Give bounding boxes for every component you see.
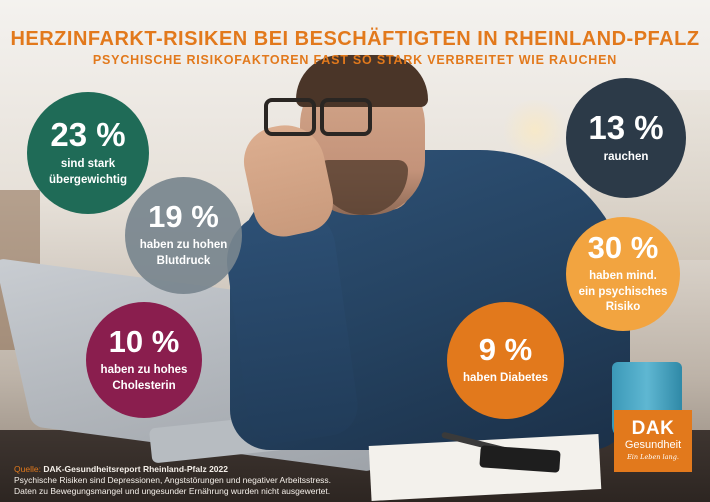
stat-bubble-smoking: 13 % rauchen [566,78,686,198]
logo-tagline: Ein Leben lang. [627,453,679,461]
logo-brand: DAK [631,418,675,439]
stat-value: 13 % [588,108,664,146]
dak-logo: DAK Gesundheit Ein Leben lang. [614,410,692,472]
stat-label: haben zu hohen Blutdruck [139,239,228,267]
stat-value: 19 % [148,199,219,235]
source-note-line: Daten zu Bewegungsmangel und ungesunder … [14,486,331,497]
stat-value: 23 % [50,115,126,153]
stat-bubble-overweight: 23 % sind stark übergewichtig [27,92,149,214]
stat-bubble-cholesterol: 10 % haben zu hohes Cholesterin [86,302,202,418]
source-title: DAK-Gesundheitsreport Rheinland-Pfalz 20… [43,464,228,474]
stat-bubble-psychological-risk: 30 % haben mind. ein psychisches Risiko [566,217,680,331]
stat-label: sind stark übergewichtig [49,157,127,186]
logo-brand-sub: Gesundheit [624,439,682,451]
stat-value: 30 % [587,230,659,266]
stat-label: rauchen [603,150,649,163]
stat-bubble-diabetes: 9 % haben Diabetes [447,302,564,419]
page-subtitle: PSYCHISCHE RISIKOFAKTOREN FAST SO STARK … [92,53,618,67]
stat-label: haben mind. ein psychisches Risiko [578,270,668,314]
stat-value: 9 % [478,332,533,368]
stat-label: haben zu hohes Cholesterin [100,363,188,392]
source-note: Quelle: DAK-Gesundheitsreport Rheinland-… [14,464,434,497]
stat-bubble-blood-pressure: 19 % haben zu hohen Blutdruck [125,177,242,294]
source-note-line: Psychische Risiken sind Depressionen, An… [14,475,332,486]
glasses-icon [262,98,392,136]
stat-label: haben Diabetes [463,372,548,385]
page-title: HERZINFARKT-RISIKEN BEI BESCHÄFTIGTEN IN… [10,28,700,50]
background-lamp-glow [500,100,570,160]
stat-value: 10 % [108,323,180,359]
source-key: Quelle: [14,464,41,474]
